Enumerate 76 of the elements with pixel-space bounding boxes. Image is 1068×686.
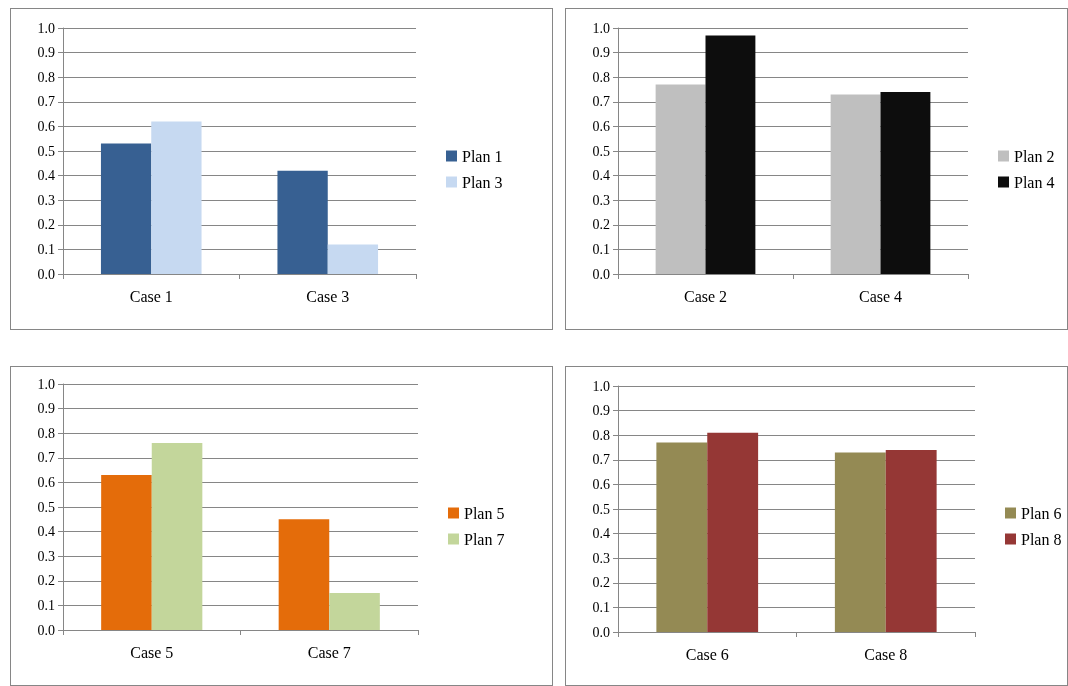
x-tick-label: Case 8 [864,645,908,663]
legend-label: Plan 4 [1014,173,1055,191]
y-tick-label: 0.2 [592,575,610,591]
y-tick-label: 0.0 [592,266,610,282]
y-tick-label: 0.8 [592,69,610,85]
bar [327,244,379,274]
y-tick-label: 0.0 [592,624,610,640]
y-tick-label: 0.8 [37,425,55,441]
y-tick-label: 0.9 [37,45,55,61]
y-tick-label: 0.4 [592,526,610,542]
y-tick-label: 0.5 [37,143,55,159]
y-tick-label: 0.5 [592,501,610,517]
legend-label: Plan 2 [1014,147,1055,165]
bar [705,35,756,274]
y-tick-label: 0.9 [592,45,610,61]
legend-label: Plan 1 [462,147,503,165]
y-tick-label: 0.1 [37,597,55,613]
y-tick-label: 0.2 [37,573,55,589]
y-tick-label: 0.6 [37,118,55,134]
bar [151,443,203,630]
x-tick-label: Case 5 [130,643,174,661]
bar [277,170,328,274]
y-tick-label: 0.8 [592,427,610,443]
y-tick-label: 0.4 [592,168,610,184]
legend-label: Plan 8 [1021,530,1062,548]
bar [101,475,152,630]
legend-label: Plan 7 [464,530,505,548]
y-tick-label: 0.7 [592,452,610,468]
bar [656,442,708,632]
bar [834,452,886,632]
x-tick-label: Case 3 [306,287,350,305]
bar [707,432,759,632]
x-tick-label: Case 7 [307,643,351,661]
legend-label: Plan 3 [462,173,503,191]
bar [151,121,202,274]
y-tick-label: 0.9 [592,403,610,419]
bar [278,519,330,630]
bar [655,84,706,274]
y-tick-label: 0.6 [592,118,610,134]
y-tick-label: 0.1 [37,241,55,257]
y-tick-label: 0.3 [592,550,610,566]
y-tick-label: 0.7 [37,450,55,466]
y-tick-label: 0.5 [37,499,55,515]
bar [100,143,152,274]
y-tick-label: 0.7 [592,94,610,110]
bar [880,91,931,274]
y-tick-label: 0.4 [37,524,55,540]
x-tick-label: Case 6 [685,645,729,663]
y-tick-label: 0.0 [37,266,55,282]
y-tick-label: 0.3 [37,192,55,208]
y-tick-label: 0.3 [37,548,55,564]
y-tick-label: 0.5 [592,143,610,159]
legend-label: Plan 5 [464,504,505,522]
y-tick-label: 0.7 [37,94,55,110]
y-tick-label: 0.2 [592,217,610,233]
y-tick-label: 0.2 [37,217,55,233]
y-tick-label: 1.0 [37,20,55,36]
y-tick-label: 1.0 [37,376,55,392]
bar [830,94,881,274]
y-tick-label: 0.8 [37,69,55,85]
y-tick-label: 0.9 [37,401,55,417]
y-tick-label: 0.3 [592,192,610,208]
y-tick-label: 1.0 [592,20,610,36]
y-tick-label: 0.6 [592,476,610,492]
y-tick-label: 0.1 [592,241,610,257]
bar [329,593,380,630]
y-tick-label: 0.0 [37,622,55,638]
y-tick-label: 0.6 [37,474,55,490]
y-tick-label: 0.4 [37,168,55,184]
x-tick-label: Case 4 [858,287,903,305]
y-tick-label: 1.0 [592,378,610,394]
legend-label: Plan 6 [1021,504,1062,522]
bar [885,449,937,632]
x-tick-label: Case 1 [129,287,173,305]
y-tick-label: 0.1 [592,599,610,615]
x-tick-label: Case 2 [683,287,728,305]
